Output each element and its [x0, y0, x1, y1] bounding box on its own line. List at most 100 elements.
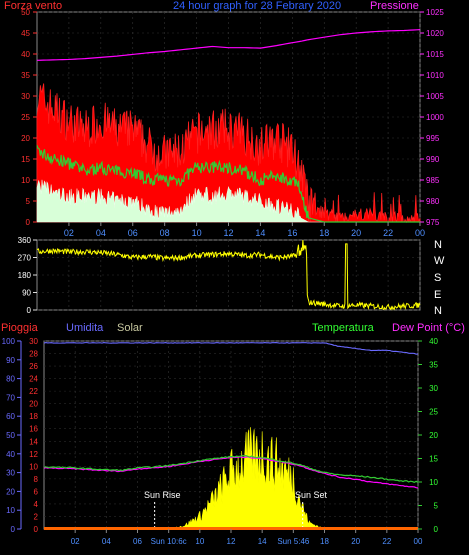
rain-tick-label: 18 — [29, 412, 38, 421]
wind-tick-label: 45 — [21, 29, 30, 38]
wind-direction-panel: 0 90 180 270 360 N W S E N — [18, 236, 445, 317]
pressure-line — [36, 29, 421, 61]
time-tick-label: 18 — [320, 537, 329, 546]
temperature-tick-label: 20 — [429, 431, 438, 440]
humidity-tick-label: 80 — [6, 375, 15, 384]
solar-label: Solar — [117, 322, 143, 334]
direction-tick-label: 180 — [18, 271, 32, 280]
humidity-tick-label: 30 — [6, 469, 15, 478]
humidity-tick-label: 70 — [6, 393, 15, 402]
rain-tick-label: 30 — [29, 337, 38, 346]
time-tick-label: 06 — [133, 537, 142, 546]
wind-tick-label: 20 — [21, 134, 30, 143]
time-tick-label: 22 — [383, 228, 393, 238]
rain-label: Pioggia — [1, 322, 39, 334]
humidity-tick-label: 90 — [6, 356, 15, 365]
humidity-tick-label: 0 — [11, 525, 16, 534]
wind-tick-label: 15 — [21, 155, 30, 164]
pressure-tick-label: 1015 — [426, 50, 444, 59]
humidity-line — [43, 342, 419, 355]
pressure-axis-label: Pressione — [370, 0, 419, 12]
direction-tick-label: 360 — [18, 236, 32, 245]
time-tick-label: 02 — [64, 228, 74, 238]
pressure-tick-label: 990 — [426, 155, 440, 164]
sun-rise-label: Sun Rise — [144, 490, 181, 500]
wind-axis-label: Forza vento — [4, 0, 62, 12]
humidity-tick-label: 20 — [6, 487, 15, 496]
time-tick-label: 04 — [96, 228, 106, 238]
compass-n-bottom: N — [434, 305, 442, 317]
time-tick-label: 04 — [102, 537, 111, 546]
rain-tick-label: 8 — [34, 475, 39, 484]
direction-tick-label: 270 — [18, 254, 32, 263]
rain-tick-label: 24 — [29, 375, 38, 384]
rain-tick-label: 14 — [29, 437, 38, 446]
temperature-tick-label: 35 — [429, 361, 438, 370]
humidity-label: Umidita — [66, 322, 104, 334]
compass-n-top: N — [434, 239, 442, 251]
time-tick-label: 06 — [128, 228, 138, 238]
temperature-tick-label: 40 — [429, 337, 438, 346]
time-tick-label: 08 — [160, 228, 170, 238]
humidity-tick-label: 100 — [2, 337, 16, 346]
rain-humidity-temperature-panel: 0102030405060708090100024681012141618202… — [1, 322, 465, 546]
time-tick-label: 14 — [258, 537, 267, 546]
pressure-tick-label: 1025 — [426, 8, 444, 17]
humidity-tick-label: 50 — [6, 431, 15, 440]
wind-tick-label: 35 — [21, 71, 30, 80]
rain-tick-label: 28 — [29, 350, 38, 359]
temperature-label: Temperatura — [312, 322, 375, 334]
temperature-tick-label: 15 — [429, 455, 438, 464]
humidity-tick-label: 10 — [6, 506, 15, 515]
rain-tick-label: 20 — [29, 400, 38, 409]
compass-e: E — [434, 289, 441, 301]
wind-tick-label: 30 — [21, 92, 30, 101]
compass-w: W — [434, 255, 445, 267]
rain-tick-label: 10 — [29, 462, 38, 471]
time-tick-label: 12 — [223, 228, 233, 238]
pressure-tick-label: 1005 — [426, 92, 444, 101]
sun-set-label: Sun Set — [295, 490, 328, 500]
rain-tick-label: 16 — [29, 425, 38, 434]
pressure-tick-label: 975 — [426, 218, 440, 227]
rain-tick-label: 6 — [34, 487, 39, 496]
humidity-tick-label: 40 — [6, 450, 15, 459]
temperature-tick-label: 30 — [429, 384, 438, 393]
time-tick-label: Sun 10:6c — [151, 537, 187, 546]
dew-point-label: Dew Point (°C) — [392, 322, 465, 334]
rain-tick-label: 26 — [29, 362, 38, 371]
chart-title: 24 hour graph for 28 Febrary 2020 — [173, 0, 341, 12]
wind-pressure-panel: 0510152025303540455097598098599099510001… — [4, 0, 444, 238]
wind-tick-label: 25 — [21, 113, 30, 122]
pressure-tick-label: 980 — [426, 197, 440, 206]
humidity-tick-label: 60 — [6, 412, 15, 421]
rain-tick-label: 22 — [29, 387, 38, 396]
dew-point-line — [43, 456, 419, 489]
rain-tick-label: 0 — [34, 525, 39, 534]
temperature-tick-label: 5 — [434, 502, 439, 511]
pressure-tick-label: 985 — [426, 176, 440, 185]
time-tick-label: 14 — [255, 228, 265, 238]
pressure-tick-label: 995 — [426, 134, 440, 143]
rain-tick-label: 4 — [34, 500, 39, 509]
wind-tick-label: 40 — [21, 50, 30, 59]
pressure-tick-label: 1010 — [426, 71, 444, 80]
rain-tick-label: 2 — [34, 512, 39, 521]
wind-tick-label: 5 — [26, 197, 31, 206]
time-tick-label: 00 — [415, 228, 425, 238]
time-tick-label: 02 — [71, 537, 80, 546]
pressure-tick-label: 1020 — [426, 29, 444, 38]
time-tick-label: 10 — [192, 228, 202, 238]
wind-tick-label: 50 — [21, 8, 30, 17]
temperature-tick-label: 25 — [429, 408, 438, 417]
time-tick-label: 16 — [287, 228, 297, 238]
direction-tick-label: 0 — [27, 306, 32, 315]
wind-direction-line — [36, 239, 421, 311]
wind-gust-area — [36, 83, 421, 224]
time-tick-label: 18 — [319, 228, 329, 238]
wind-tick-label: 10 — [21, 176, 30, 185]
time-tick-label: 12 — [227, 537, 236, 546]
time-tick-label: 00 — [414, 537, 423, 546]
time-tick-label: 20 — [351, 537, 360, 546]
